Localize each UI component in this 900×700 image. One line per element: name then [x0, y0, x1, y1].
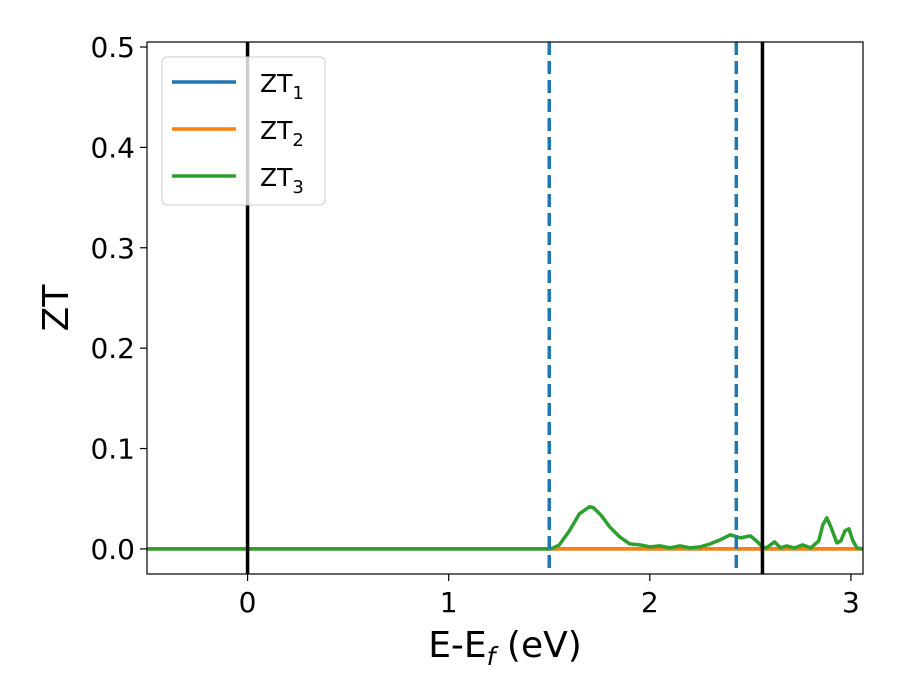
y-tick-label: 0.0	[90, 533, 135, 566]
x-tick-label: 0	[239, 586, 257, 619]
legend-label-zt1: ZT1	[260, 69, 304, 104]
series-line-zt3	[147, 505, 863, 551]
legend-box	[161, 56, 326, 206]
legend-label-zt3: ZT3	[260, 163, 304, 198]
y-tick-label: 0.1	[90, 433, 135, 466]
y-tick-label: 0.2	[90, 332, 135, 365]
x-tick-label: 3	[842, 586, 860, 619]
y-tick-label: 0.5	[90, 31, 135, 64]
y-tick-label: 0.4	[90, 131, 135, 164]
legend-label-zt2: ZT2	[260, 116, 304, 151]
y-axis-label: ZT	[36, 284, 77, 332]
y-tick-label: 0.3	[90, 232, 135, 265]
x-axis-label: E-Ef (eV)	[428, 625, 582, 671]
x-tick-label: 1	[440, 586, 458, 619]
x-tick-label: 2	[641, 586, 659, 619]
plot-frame	[146, 41, 864, 575]
y-axis: 0.0 0.1 0.2 0.3 0.4 0.5	[90, 31, 147, 566]
x-axis: 0 1 2 3	[239, 574, 860, 619]
legend: ZT1 ZT2 ZT3	[161, 56, 326, 206]
